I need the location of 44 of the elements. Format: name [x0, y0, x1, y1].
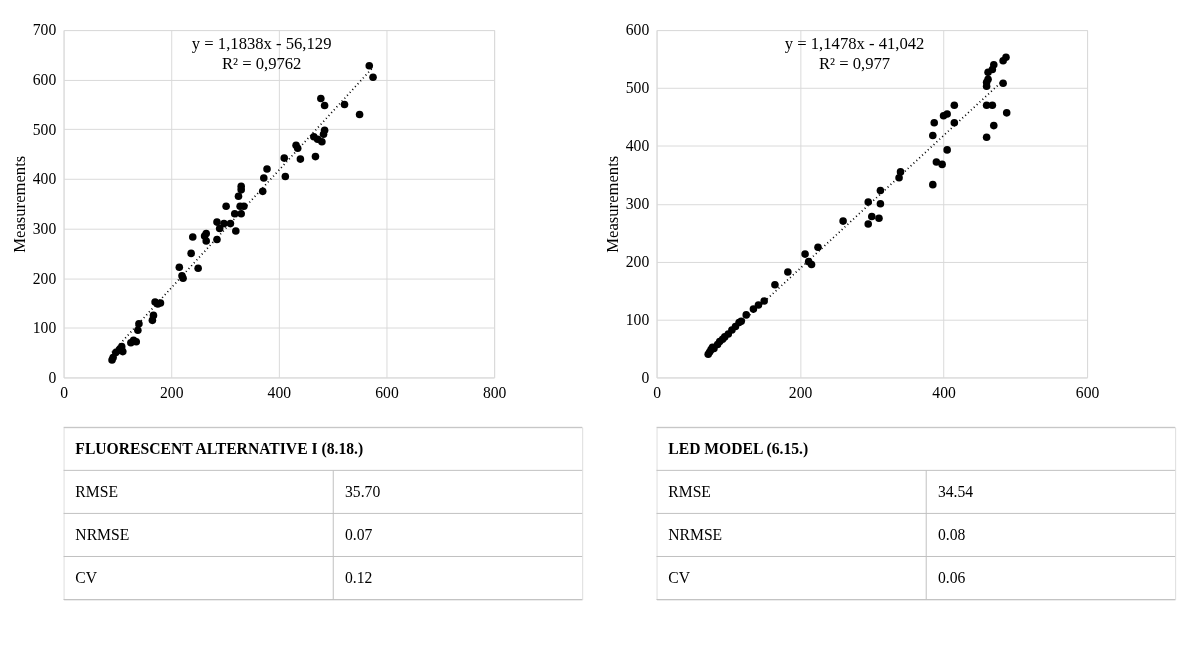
x-tick-label: 0	[60, 384, 69, 402]
text: 0.08	[937, 525, 966, 543]
x-tick-label: 400	[267, 384, 292, 402]
y-tick-label: 200	[625, 253, 650, 271]
y-tick-label: 500	[32, 120, 57, 138]
text: 35.70	[345, 482, 381, 500]
y-axis-title: Measurements	[602, 155, 622, 253]
text: 0.12	[345, 568, 373, 586]
x-tick-label: 200	[788, 384, 813, 402]
text: RMSE	[668, 482, 711, 500]
text: CV	[75, 568, 98, 586]
y-axis-title: Measurements	[9, 155, 29, 253]
x-tick-label: 800	[482, 384, 507, 402]
x-tick-label: 400	[932, 384, 956, 402]
y-tick-label: 600	[32, 71, 57, 89]
y-tick-label: 600	[625, 21, 650, 39]
text: 0.07	[345, 525, 373, 543]
y-tick-label: 300	[32, 219, 57, 237]
x-tick-label: 600	[1075, 384, 1100, 402]
y-tick-label: 400	[625, 137, 650, 155]
text: NRMSE	[668, 525, 723, 543]
text: RMSE	[75, 482, 118, 500]
text: LED MODEL (6.15.)	[668, 439, 809, 458]
annotation: y = 1,1478x - 41,042	[784, 33, 925, 53]
annotation: R² = 0,977	[819, 54, 891, 74]
y-tick-label: 100	[32, 319, 57, 337]
y-tick-label: 100	[625, 310, 650, 328]
x-tick-label: 200	[159, 384, 184, 402]
x-tick-label: 600	[375, 384, 399, 402]
y-tick-label: 0	[641, 368, 650, 386]
annotation: R² = 0,9762	[221, 54, 302, 74]
x-tick-label: 0	[653, 384, 662, 402]
y-tick-label: 700	[32, 21, 57, 39]
text: FLUORESCENT ALTERNATIVE I (8.18.)	[75, 439, 364, 458]
annotation: y = 1,1838x - 56,129	[191, 33, 332, 53]
y-tick-label: 300	[625, 195, 650, 213]
text: 0.06	[937, 568, 966, 586]
text: 34.54	[937, 482, 974, 500]
y-tick-label: 500	[625, 79, 650, 97]
y-tick-label: 0	[48, 368, 57, 386]
y-tick-label: 400	[32, 170, 57, 188]
y-tick-label: 200	[32, 269, 57, 287]
text: CV	[668, 568, 691, 586]
text: NRMSE	[75, 525, 130, 543]
